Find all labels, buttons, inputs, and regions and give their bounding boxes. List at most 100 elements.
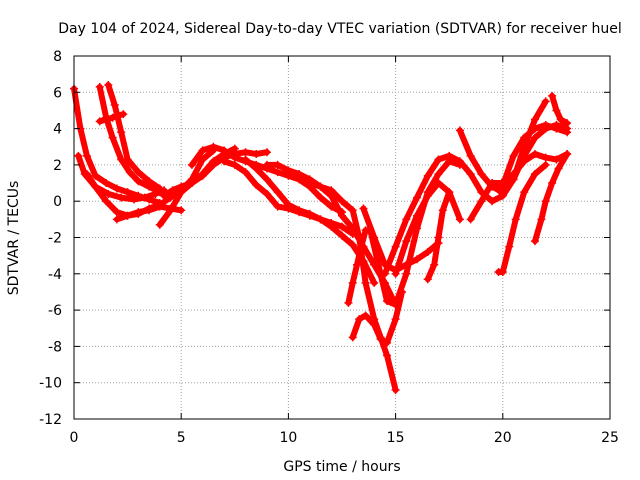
y-tick-label: -2 (48, 231, 62, 247)
data-point (359, 204, 368, 213)
y-tick-label: -6 (48, 303, 62, 319)
y-tick-label: -10 (39, 376, 62, 392)
data-point (130, 195, 139, 204)
data-point (434, 179, 443, 188)
data-point (273, 188, 282, 197)
data-point (541, 197, 550, 206)
data-point (430, 260, 439, 269)
x-tick-label: 5 (177, 430, 186, 446)
data-point (530, 124, 539, 133)
data-point (391, 242, 400, 251)
data-point (273, 160, 282, 169)
data-point (563, 150, 572, 159)
data-point (95, 82, 104, 91)
y-tick-label: 2 (53, 158, 62, 174)
data-point (455, 157, 464, 166)
data-point (466, 151, 475, 160)
data-point (355, 315, 364, 324)
data-point (423, 191, 432, 200)
data-point (209, 160, 218, 169)
y-tick-label: -12 (39, 412, 62, 428)
data-point (552, 124, 561, 133)
data-point (155, 202, 164, 211)
data-point (477, 169, 486, 178)
data-point (155, 220, 164, 229)
data-point (112, 184, 121, 193)
data-point (102, 179, 111, 188)
data-point (530, 237, 539, 246)
data-point (198, 146, 207, 155)
data-point (273, 202, 282, 211)
data-point (327, 222, 336, 231)
data-point (119, 110, 128, 119)
data-point (140, 193, 149, 202)
data-point (168, 186, 177, 195)
data-point (123, 155, 132, 164)
data-point (134, 208, 143, 217)
y-tick-label: 6 (53, 85, 62, 101)
series-track-26 (532, 151, 571, 245)
data-point (155, 184, 164, 193)
data-point (496, 188, 505, 197)
data-point (541, 120, 550, 129)
data-point (198, 155, 207, 164)
data-point (295, 206, 304, 215)
data-point (402, 215, 411, 224)
data-point (552, 106, 561, 115)
chart-title: Day 104 of 2024, Sidereal Day-to-day VTE… (58, 21, 621, 37)
data-point (241, 148, 250, 157)
data-point (230, 160, 239, 169)
data-point (423, 275, 432, 284)
y-tick-label: 8 (53, 49, 62, 65)
data-point (488, 179, 497, 188)
series-track-5 (96, 83, 163, 196)
data-point (353, 260, 362, 269)
data-point (509, 151, 518, 160)
y-tick-label: -4 (48, 267, 62, 283)
data-point (563, 128, 572, 137)
data-point (445, 188, 454, 197)
series-track-27 (549, 92, 571, 127)
series-track-19 (381, 98, 549, 277)
data-point (123, 188, 132, 197)
data-point (413, 193, 422, 202)
data-point (284, 168, 293, 177)
x-axis-label: GPS time / hours (283, 459, 400, 475)
data-point (348, 333, 357, 342)
data-point (383, 338, 392, 347)
data-point (316, 193, 325, 202)
data-point (556, 115, 565, 124)
data-point (488, 197, 497, 206)
axis-ticks: 0 5 10 15 20 25 -12 -10 -8 -6 -4 -2 0 2 4 6 8 (39, 49, 619, 446)
data-point (134, 168, 143, 177)
data-point (284, 200, 293, 209)
data-point (262, 175, 271, 184)
data-point (477, 197, 486, 206)
data-point (338, 211, 346, 220)
data-point (241, 168, 250, 177)
data-point (220, 157, 229, 166)
x-tick-label: 0 (70, 430, 79, 446)
data-point (117, 193, 126, 202)
data-point (74, 151, 83, 160)
data-point (376, 335, 385, 344)
data-point (370, 320, 379, 329)
data-point (123, 211, 132, 220)
x-tick-label: 20 (494, 430, 512, 446)
data-point (82, 151, 91, 160)
data-point (252, 150, 261, 159)
data-point (563, 119, 572, 128)
data-point (530, 115, 539, 124)
data-point (344, 298, 353, 307)
data-point (505, 242, 514, 251)
data-point (391, 315, 400, 324)
data-point (91, 182, 100, 191)
data-point (548, 91, 557, 100)
data-point (434, 233, 443, 242)
data-point (391, 269, 400, 278)
data-point (500, 175, 509, 184)
data-point (230, 153, 239, 162)
data-point (357, 242, 366, 251)
data-point (112, 208, 121, 217)
